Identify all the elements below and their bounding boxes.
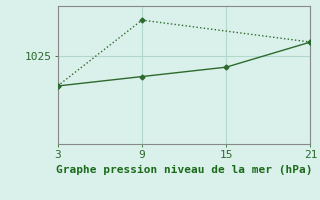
X-axis label: Graphe pression niveau de la mer (hPa): Graphe pression niveau de la mer (hPa)	[56, 165, 312, 175]
